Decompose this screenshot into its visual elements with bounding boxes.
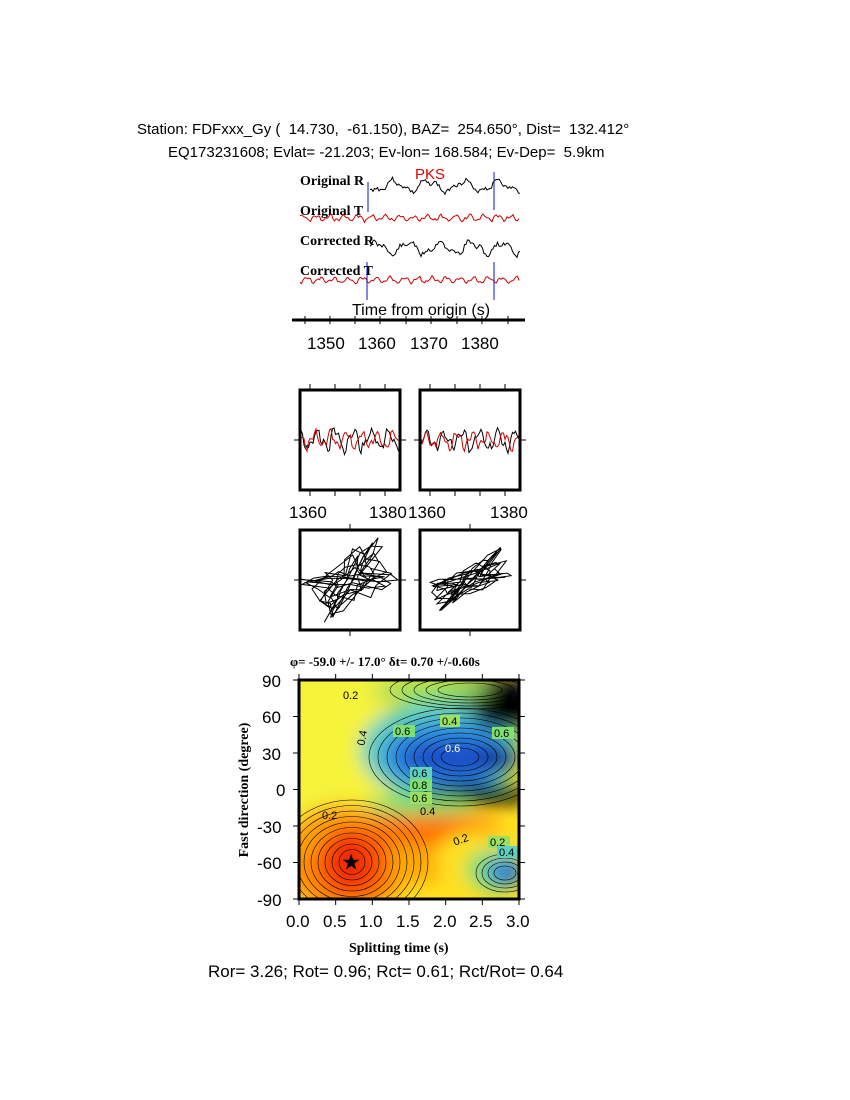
contour-label: 0.6 (494, 728, 509, 740)
trace-axis-ticks (304, 316, 509, 324)
contour-label: 0.4 (420, 806, 435, 818)
contour-line (440, 747, 480, 767)
trace-label-original-r: Original R (300, 174, 365, 189)
station-info: Station: FDFxxx_Gy ( 14.730, -61.150), B… (137, 121, 630, 138)
contour-label: 0.4 (442, 716, 457, 728)
contour-label: 0.6 (445, 743, 460, 755)
trace-xlabel: Time from origin (s) (352, 302, 491, 319)
contour-line (422, 737, 498, 777)
trace-corrected-t (299, 274, 520, 285)
y-tick-0: 0 (276, 781, 286, 800)
contour-line (368, 707, 519, 807)
x-tick-2-0: 2.0 (433, 912, 457, 931)
y-tick-neg90: -90 (257, 891, 282, 910)
waveform-panel-right (414, 384, 526, 496)
y-tick-60: 60 (262, 708, 281, 727)
trace-tick-1360: 1360 (358, 334, 396, 353)
contour-line (299, 816, 408, 899)
contour-line (324, 838, 380, 886)
x-axis-label: Splitting time (s) (349, 941, 449, 956)
contour-line (299, 810, 415, 899)
particle-motion-left-curve (299, 537, 400, 623)
y-tick-neg30: -30 (257, 818, 282, 837)
wave-right-tick-1360: 1360 (408, 503, 446, 522)
particle-motion-left (294, 524, 406, 636)
best-fit-star: ★ (341, 849, 361, 874)
particle-motion-right-frame (418, 528, 522, 632)
contour-line (413, 732, 507, 782)
trace-label-corrected-r: Corrected R (300, 234, 374, 249)
trace-label-corrected-t: Corrected T (300, 264, 373, 279)
contour-line (437, 682, 503, 698)
contour-line (303, 821, 401, 899)
contour-label: 0.4 (499, 847, 514, 859)
event-info: EQ173231608; Evlat= -21.203; Ev-lon= 168… (168, 144, 605, 161)
contour-line (299, 799, 429, 899)
contour-label: 0.2 (452, 832, 470, 849)
trace-corrected-r (369, 239, 521, 259)
x-tick-0-5: 0.5 (323, 912, 347, 931)
trace-original-r (369, 175, 521, 196)
y-tick-90: 90 (262, 672, 281, 691)
contour-line (413, 680, 519, 704)
x-tick-1-5: 1.5 (396, 912, 420, 931)
contour-line (493, 865, 517, 881)
trace-original-t (299, 213, 520, 224)
contour-line (425, 680, 515, 701)
grid-search-map: 0.2 0.4 0.6 0.4 0.6 0.6 0.6 0.8 0.6 0.4 … (299, 680, 519, 899)
wave-left-tick-1380: 1380 (369, 503, 407, 522)
contour-label: 0.6 (395, 726, 410, 738)
waveform-right-slow (420, 431, 519, 453)
contour-lines (299, 680, 519, 899)
phase-label: PKS (415, 166, 446, 183)
contour-labels: 0.2 0.4 0.6 0.4 0.6 0.6 0.6 0.8 0.6 0.4 … (322, 690, 519, 859)
trace-tick-1350: 1350 (307, 334, 345, 353)
contour-label: 0.8 (412, 780, 427, 792)
wave-right-tick-1380: 1380 (490, 503, 528, 522)
y-tick-neg60: -60 (257, 854, 282, 873)
contour-line (401, 680, 519, 707)
contour-line (487, 861, 519, 885)
x-tick-0-0: 0.0 (286, 912, 310, 931)
contour-line (431, 742, 489, 772)
contour-line (389, 680, 519, 710)
trace-panel (292, 172, 525, 324)
x-tick-3-0: 3.0 (506, 912, 530, 931)
contour-line (377, 712, 519, 802)
wave-left-tick-1360: 1360 (289, 503, 327, 522)
contour-line (404, 727, 516, 787)
particle-motion-right-curve (428, 546, 513, 611)
x-tick-2-5: 2.5 (469, 912, 493, 931)
contour-line (338, 849, 366, 875)
waveform-left-slow (301, 427, 399, 454)
contour-label: 0.2 (343, 690, 358, 702)
y-tick-30: 30 (262, 745, 281, 764)
waveform-left-fast (300, 426, 399, 457)
grid-axis-ticks (293, 674, 525, 905)
trace-tick-1370: 1370 (410, 334, 448, 353)
footer-stats: Ror= 3.26; Rot= 0.96; Rct= 0.61; Rct/Rot… (208, 962, 564, 981)
contour-line (299, 805, 422, 899)
contour-label: 0.6 (412, 793, 427, 805)
x-tick-1-0: 1.0 (359, 912, 383, 931)
contour-line (317, 832, 387, 892)
contour-line (310, 827, 394, 897)
chart-title: φ= -59.0 +/- 17.0° δt= 0.70 +/-0.60s (290, 654, 480, 669)
waveform-right-fast (420, 426, 519, 456)
trace-label-original-t: Original T (300, 204, 364, 219)
trace-tick-1380: 1380 (461, 334, 499, 353)
contour-label: 0.4 (356, 729, 370, 746)
contour-label: 0.2 (322, 810, 337, 822)
waveform-panel-left (294, 384, 406, 496)
particle-motion-right (414, 524, 526, 636)
contour-line (331, 843, 373, 881)
contour-label: 0.6 (412, 768, 427, 780)
